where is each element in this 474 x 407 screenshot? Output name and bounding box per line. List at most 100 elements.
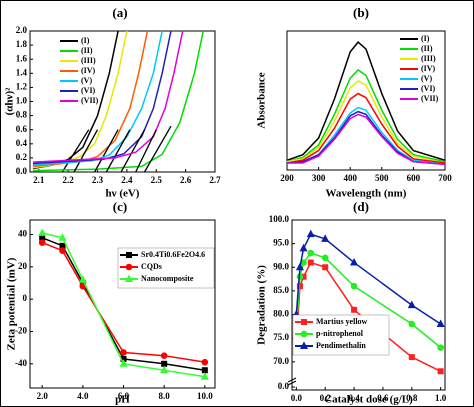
legend-label: Sr0.4Ti0.6Fe2O4.6 bbox=[141, 250, 205, 259]
x-axis-label: pH bbox=[115, 394, 130, 406]
x-tick-label: 6.0 bbox=[118, 391, 130, 401]
series-line bbox=[286, 92, 446, 164]
legend-label: (VII) bbox=[81, 96, 99, 105]
series-line bbox=[286, 41, 446, 161]
y-tick-label: 0.4 bbox=[16, 138, 28, 148]
x-tick-label: 200 bbox=[280, 173, 294, 183]
marker-triangle bbox=[38, 228, 47, 236]
y-tick-label: 100.0 bbox=[269, 214, 290, 224]
legend-label: (VII) bbox=[421, 94, 439, 103]
axis-break bbox=[287, 377, 297, 383]
marker-triangle bbox=[306, 229, 315, 238]
marker-circle bbox=[437, 344, 444, 351]
y-tick-label: 0.2 bbox=[16, 152, 28, 162]
x-tick-label: 0.6 bbox=[377, 393, 389, 403]
marker-triangle bbox=[160, 365, 169, 374]
series-line bbox=[42, 232, 205, 378]
marker-square bbox=[307, 259, 314, 266]
legend-label: (I) bbox=[421, 34, 430, 43]
marker-circle bbox=[38, 239, 46, 246]
y-tick-label: -20 bbox=[15, 326, 27, 336]
series-line bbox=[286, 80, 446, 164]
y-tick-label: 0 bbox=[23, 293, 28, 303]
marker-triangle bbox=[321, 234, 330, 242]
y-tick-label: 1.2 bbox=[16, 81, 28, 91]
tangent-line bbox=[135, 129, 157, 173]
y-tick-label: 1.8 bbox=[16, 39, 28, 49]
tangent-line bbox=[105, 129, 131, 173]
marker-circle bbox=[160, 352, 168, 359]
marker-square bbox=[161, 360, 168, 367]
legend-label: (V) bbox=[421, 74, 432, 83]
y-tick-label: 95.0 bbox=[273, 238, 289, 248]
tangent-line bbox=[61, 129, 90, 173]
x-tick-label: 2.0 bbox=[37, 391, 49, 401]
marker-square bbox=[408, 354, 415, 361]
legend-marker bbox=[299, 341, 309, 349]
y-tick-label: 1.0 bbox=[16, 96, 28, 106]
y-tick-label: 90.0 bbox=[273, 261, 289, 271]
y-tick-label: 1.4 bbox=[16, 67, 28, 77]
marker-circle bbox=[408, 320, 416, 328]
axis-break bbox=[287, 380, 297, 386]
panel-title: (a) bbox=[112, 5, 127, 20]
marker-square bbox=[437, 368, 444, 375]
legend-label: (I) bbox=[81, 36, 90, 45]
panel-title: (b) bbox=[353, 5, 369, 20]
y-tick-label: 70.0 bbox=[273, 356, 289, 366]
y-tick-label: 75.0 bbox=[273, 332, 289, 342]
x-tick-label: 2.1 bbox=[33, 175, 45, 185]
marker-triangle bbox=[436, 319, 445, 327]
tangent-line bbox=[143, 125, 172, 173]
marker-triangle bbox=[407, 300, 416, 309]
plot-frame bbox=[291, 219, 446, 391]
series-line bbox=[41, 241, 205, 363]
marker-triangle bbox=[119, 359, 128, 367]
legend-marker bbox=[124, 274, 134, 282]
legend-label: Martius yellow bbox=[316, 317, 368, 326]
y-axis-label: Degradation (%) bbox=[256, 265, 268, 345]
plot-frame bbox=[29, 219, 216, 389]
legend-label: (IV) bbox=[81, 66, 96, 75]
marker-triangle bbox=[295, 262, 304, 271]
legend-label: (IV) bbox=[421, 64, 436, 73]
marker-triangle bbox=[350, 257, 359, 266]
x-axis-label: Wavelength (nm) bbox=[326, 188, 407, 200]
marker-circle bbox=[307, 249, 315, 257]
x-tick-label: 700 bbox=[438, 173, 452, 183]
x-tick-label: 0.8 bbox=[406, 393, 418, 403]
x-tick-label: 8.0 bbox=[159, 391, 171, 401]
marker-square bbox=[322, 264, 329, 271]
series-line bbox=[287, 113, 446, 166]
legend-label: CQDs bbox=[141, 262, 162, 271]
x-axis-label: hν (eV) bbox=[106, 188, 140, 200]
y-tick-label: -40 bbox=[15, 358, 27, 368]
marker-triangle bbox=[58, 233, 67, 241]
x-tick-label: 2.4 bbox=[121, 175, 133, 185]
marker-triangle bbox=[200, 372, 209, 380]
y-axis-label: Zeta potential (mV) bbox=[6, 257, 18, 350]
x-tick-label: 500 bbox=[375, 173, 389, 183]
legend-marker bbox=[125, 263, 133, 271]
series-line bbox=[286, 110, 446, 166]
marker-circle bbox=[321, 254, 329, 262]
marker-circle bbox=[201, 358, 209, 366]
y-tick-label: 1.6 bbox=[16, 53, 28, 63]
marker-square bbox=[351, 306, 358, 313]
x-tick-label: 600 bbox=[407, 173, 421, 183]
y-tick-label: 85.0 bbox=[273, 285, 289, 295]
legend-label: Nanocomposite bbox=[141, 274, 194, 283]
marker-circle bbox=[59, 247, 66, 254]
tangent-line bbox=[94, 129, 119, 173]
legend-label: (II) bbox=[81, 46, 93, 55]
x-tick-label: 4.0 bbox=[77, 391, 89, 401]
marker-square bbox=[201, 367, 208, 374]
marker-circle bbox=[120, 349, 127, 356]
x-tick-label: 10.0 bbox=[197, 391, 213, 401]
tangent-line bbox=[120, 129, 146, 173]
y-axis-label: (αhν)² bbox=[4, 87, 16, 115]
y-tick-label: 2.0 bbox=[16, 25, 28, 35]
legend-marker bbox=[300, 330, 308, 338]
series-line bbox=[32, 30, 204, 172]
